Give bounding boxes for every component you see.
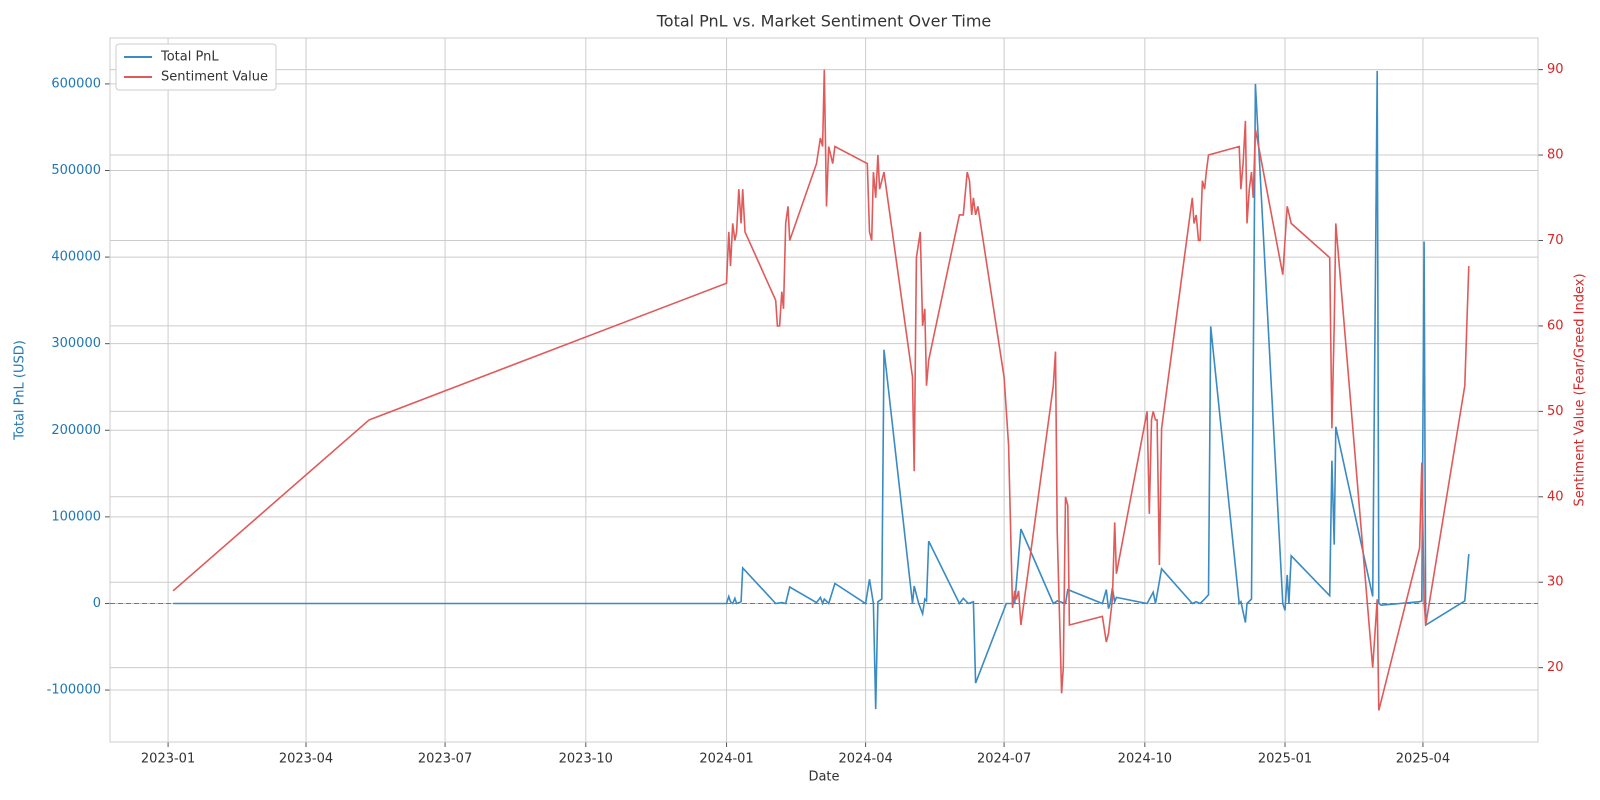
y2-tick-label: 70 [1547,233,1564,248]
y2-tick-label: 80 [1547,148,1564,163]
y-tick-label: -100000 [47,683,101,698]
y-tick-label: 500000 [51,163,101,178]
y2-axis-label: Sentiment Value (Fear/Greed Index) [1573,273,1588,506]
y2-tick-label: 60 [1547,318,1564,333]
y-tick-label: 300000 [51,336,101,351]
x-tick-label: 2024-01 [699,752,753,767]
plot-frame [109,37,1539,743]
x-tick-label: 2025-04 [1396,752,1450,767]
y-tick-label: 400000 [51,250,101,265]
x-tick-label: 2024-04 [838,752,892,767]
x-tick-label: 2024-10 [1118,752,1172,767]
y-tick-label: 600000 [51,76,101,91]
x-axis-label: Date [808,770,839,785]
y2-tick-label: 50 [1547,404,1564,419]
data-line [172,69,1470,711]
x-tick-label: 2023-07 [418,752,472,767]
x-tick-label: 2023-01 [141,752,195,767]
y-tick-label: 100000 [51,509,101,524]
data-line [173,70,1470,710]
legend-label: Total PnL [160,50,219,65]
y2-tick-label: 90 [1547,62,1564,77]
x-tick-label: 2023-10 [559,752,613,767]
legend-label: Sentiment Value [161,70,268,85]
legend-box [115,43,277,91]
y-tick-label: 200000 [51,423,101,438]
y2-tick-label: 40 [1547,489,1564,504]
x-tick-label: 2024-07 [977,752,1031,767]
chart-title: Total PnL vs. Market Sentiment Over Time [656,12,992,31]
x-tick-label: 2023-04 [279,752,333,767]
x-tick-label: 2025-01 [1258,752,1312,767]
y2-tick-label: 20 [1547,660,1564,675]
y-tick-label: 0 [93,596,101,611]
y2-tick-label: 30 [1547,575,1564,590]
y-axis-label: Total PnL (USD) [13,340,28,441]
